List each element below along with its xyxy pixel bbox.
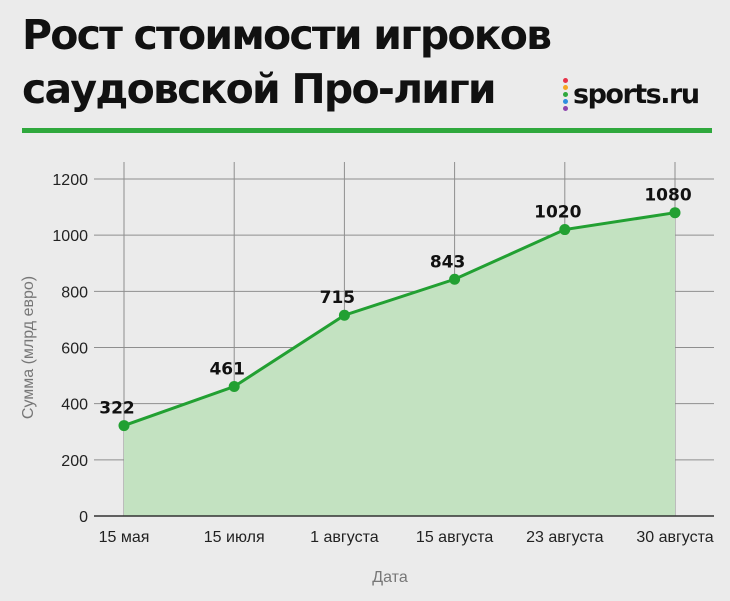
data-label: 1020 [534,203,581,223]
data-point [449,273,461,285]
y-tick-label: 200 [61,453,88,470]
logo-text: sports.ru [573,79,700,110]
data-point [669,207,681,219]
y-tick-label: 1000 [52,228,88,245]
x-axis-label: Дата [372,569,408,586]
y-tick-labels: 0 200 400 600 800 1000 1200 [52,172,88,526]
logo-dot [563,92,568,97]
data-point [118,420,130,432]
y-axis-label: Сумма (млрд евро) [20,276,37,419]
x-tick-labels: 15 мая 15 июля 1 августа 15 августа 23 авгус… [99,529,714,546]
logo-dots-icon [563,78,568,111]
data-labels: 322 461 715 843 1020 1080 [99,186,692,419]
logo-dot [563,99,568,104]
title-line-2: саудовской Про-лиги [22,65,497,113]
data-point [228,381,240,393]
data-point [559,224,571,236]
area-fill [124,212,675,516]
y-tick-label: 600 [61,341,88,358]
data-label: 461 [209,360,245,380]
title-divider [22,128,712,133]
logo-dot [563,85,568,90]
data-label: 715 [320,288,356,308]
chart-title: Рост стоимости игроков саудовской Про-ли… [22,8,552,116]
series-line [123,211,676,427]
x-tick-label: 15 мая [99,529,150,546]
data-label: 843 [430,252,466,272]
y-tick-label: 800 [61,284,88,301]
logo-dot [563,78,568,83]
x-tick-label: 23 августа [526,529,603,546]
y-tick-label: 400 [61,397,88,414]
data-points [118,207,681,432]
x-tick-label: 15 июля [204,529,265,546]
data-label: 322 [99,399,135,419]
x-tick-label: 1 августа [310,529,379,546]
data-label: 1080 [644,186,691,206]
y-tick-label: 0 [79,509,88,526]
data-point [338,309,350,321]
x-tick-label: 15 августа [416,529,493,546]
y-tick-label: 1200 [52,172,88,189]
sports-ru-logo: sports.ru [563,78,700,111]
x-tick-label: 30 августа [636,529,713,546]
logo-dot [563,106,568,111]
title-line-1: Рост стоимости игроков [22,11,552,59]
